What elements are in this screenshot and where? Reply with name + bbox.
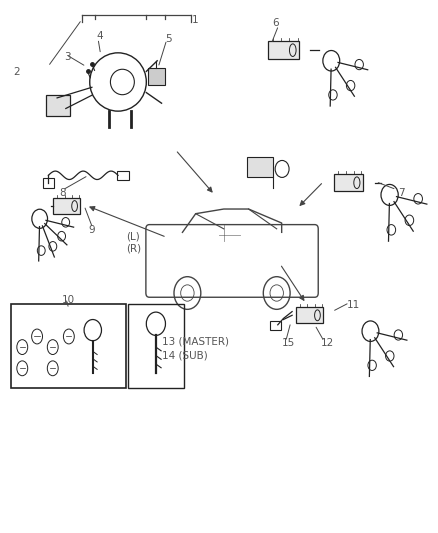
Text: 10: 10 [61, 295, 74, 305]
Text: 1: 1 [192, 15, 198, 25]
Bar [117, 171, 129, 180]
Text: 13 (MASTER): 13 (MASTER) [162, 337, 230, 347]
Bar [53, 198, 80, 214]
Text: 5: 5 [165, 34, 172, 44]
Bar [247, 157, 272, 177]
Text: 15: 15 [282, 338, 295, 349]
Text: 14 (SUB): 14 (SUB) [162, 351, 208, 361]
Text: 7: 7 [398, 188, 405, 198]
Bar [148, 68, 165, 85]
Text: 6: 6 [272, 18, 279, 28]
Bar [334, 174, 363, 191]
Text: 4: 4 [96, 31, 103, 42]
Text: 8: 8 [59, 188, 65, 198]
Text: 12: 12 [321, 338, 335, 349]
Bar [127, 304, 184, 389]
Bar [296, 308, 323, 323]
Bar [43, 179, 53, 188]
Text: 9: 9 [88, 225, 95, 236]
Text: 11: 11 [347, 300, 360, 310]
Text: (L): (L) [126, 232, 140, 242]
Bar [11, 304, 126, 389]
Bar [46, 95, 70, 116]
Text: (R): (R) [126, 244, 141, 254]
Text: 2: 2 [13, 67, 20, 77]
Bar [268, 41, 299, 59]
Text: 3: 3 [64, 52, 71, 62]
Bar [270, 320, 281, 330]
